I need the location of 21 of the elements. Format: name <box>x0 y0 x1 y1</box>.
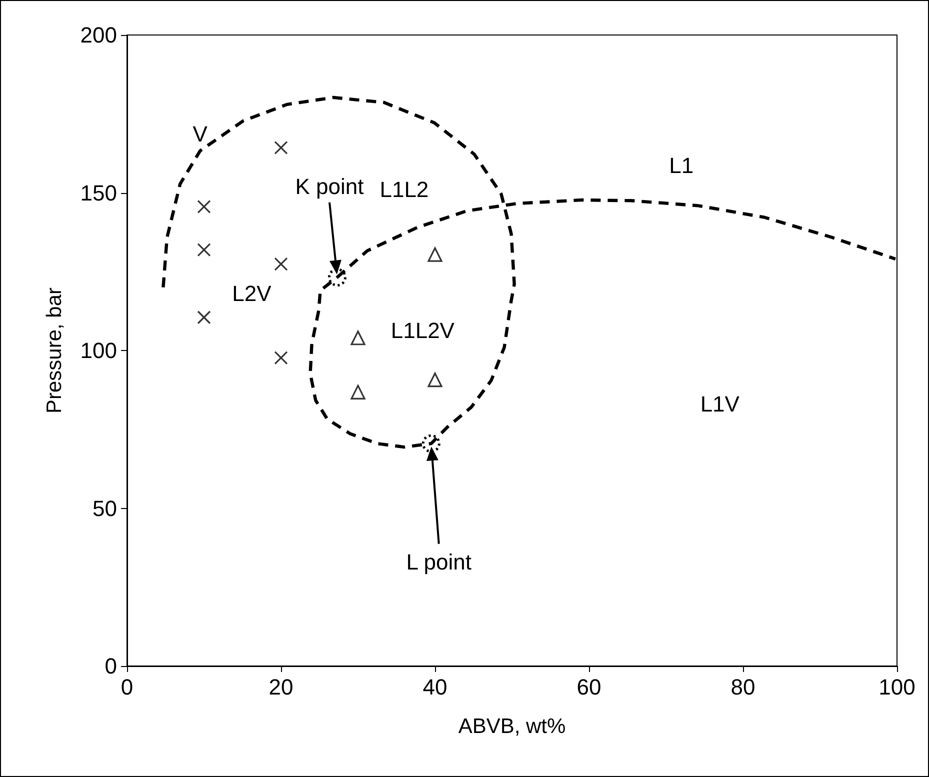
annotation: L1 <box>669 153 694 178</box>
y-tick-label: 200 <box>80 22 117 48</box>
annotation: L1L2 <box>380 177 429 202</box>
annotation: V <box>192 122 208 147</box>
y-tick-label: 0 <box>104 654 117 678</box>
annotation: L1V <box>700 392 740 417</box>
x-axis-title: ABVB, wt% <box>458 715 566 738</box>
x-tick-label: 20 <box>268 674 294 700</box>
y-axis-title: Pressure, bar <box>43 287 66 414</box>
x-tick-label: 100 <box>878 674 916 700</box>
annotation: K point <box>295 174 364 199</box>
x-tick-label: 40 <box>422 674 448 700</box>
x-tick-label: 60 <box>576 674 602 700</box>
y-tick-label: 150 <box>80 180 117 206</box>
x-tick-label: 0 <box>120 674 134 700</box>
annotation: L1L2V <box>390 318 455 343</box>
y-tick-label: 50 <box>92 496 117 521</box>
y-tick-label: 100 <box>80 338 117 363</box>
x-tick-label: 80 <box>730 674 756 700</box>
annotation: L2V <box>232 281 272 306</box>
annotation: L point <box>406 549 472 574</box>
